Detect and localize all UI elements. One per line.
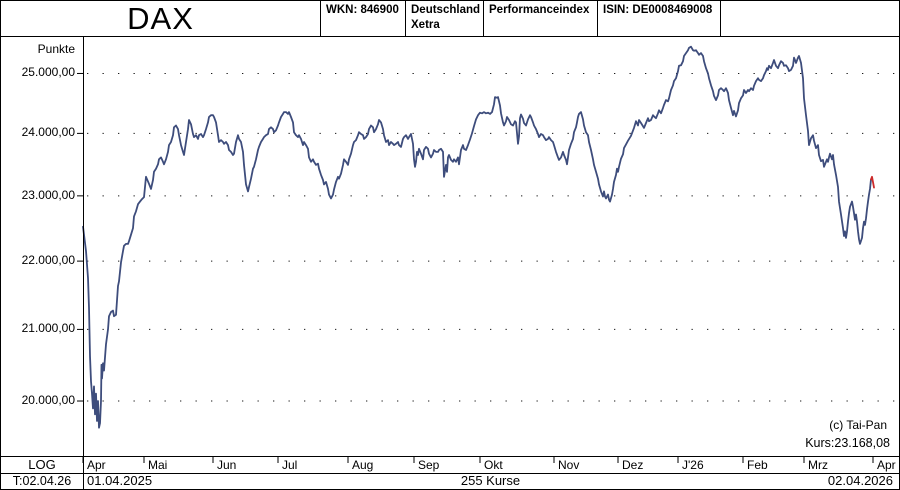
country-label: Deutschland (411, 4, 481, 16)
y-axis-line (83, 37, 84, 456)
copyright-label: (c) Tai-Pan (829, 418, 887, 432)
country-exchange-box: Deutschland Xetra (406, 1, 484, 37)
header: DAX WKN: 846900 Deutschland Xetra Perfor… (1, 1, 899, 37)
instrument-title-box: DAX (1, 1, 321, 37)
month-label: Okt (484, 458, 503, 472)
instrument-title: DAX (127, 1, 194, 36)
month-label: Jul (282, 458, 298, 472)
end-date-label: 02.04.2026 (827, 473, 893, 488)
exchange-label: Xetra (411, 19, 440, 31)
y-axis-tick-label: 23.000,00 (21, 187, 75, 202)
y-axis-tick-label: 25.000,00 (21, 65, 75, 80)
last-price-tick (870, 175, 875, 189)
month-label: Mai (148, 458, 168, 472)
month-label: J'26 (682, 458, 704, 472)
quote-count-label: 255 Kurse (460, 473, 521, 488)
wkn-box: WKN: 846900 (321, 1, 406, 37)
month-label: Mrz (808, 458, 828, 472)
month-label: Apr (877, 458, 896, 472)
y-axis-tick-label: 24.000,00 (21, 125, 75, 140)
x-axis-line (1, 456, 899, 457)
isin-label: ISIN: DE0008469008 (603, 4, 713, 16)
footer-left-divider (83, 456, 84, 489)
y-axis-tick-label: 21.000,00 (21, 321, 75, 336)
index-type-box: Performanceindex (484, 1, 598, 37)
month-label: Nov (558, 458, 580, 472)
y-axis-unit-label: Punkte (37, 42, 75, 56)
month-label: Dez (622, 458, 644, 472)
timeframe-label: T:02.04.26 (12, 474, 72, 488)
start-date-label: 01.04.2025 (87, 473, 153, 488)
index-type-label: Performanceindex (489, 4, 590, 16)
month-label: Jun (217, 458, 237, 472)
scale-mode-label: LOG (28, 457, 56, 472)
month-label: Aug (352, 458, 374, 472)
wkn-label: WKN: 846900 (326, 4, 399, 16)
y-axis-tick-label: 20.000,00 (21, 393, 75, 408)
month-label: Sep (418, 458, 440, 472)
isin-box: ISIN: DE0008469008 (598, 1, 721, 37)
price-line (82, 45, 872, 429)
month-label: Apr (87, 458, 106, 472)
month-label: Feb (747, 458, 768, 472)
y-axis-tick-label: 22.000,00 (21, 253, 75, 268)
last-price-label: Kurs:23.168,08 (805, 436, 890, 450)
footer-row-divider (1, 473, 899, 474)
